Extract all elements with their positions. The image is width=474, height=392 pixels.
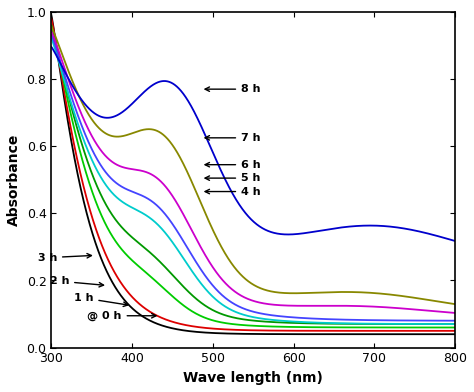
Text: 8 h: 8 h	[205, 84, 261, 94]
Text: 3 h: 3 h	[37, 253, 91, 263]
Text: 2 h: 2 h	[50, 276, 103, 287]
Y-axis label: Absorbance: Absorbance	[7, 134, 21, 226]
Text: 1 h: 1 h	[74, 293, 128, 307]
Text: 4 h: 4 h	[205, 187, 261, 196]
Text: @ 0 h: @ 0 h	[87, 310, 156, 321]
X-axis label: Wave length (nm): Wave length (nm)	[183, 371, 323, 385]
Text: 5 h: 5 h	[205, 173, 261, 183]
Text: 7 h: 7 h	[205, 133, 261, 143]
Text: 6 h: 6 h	[205, 160, 261, 170]
